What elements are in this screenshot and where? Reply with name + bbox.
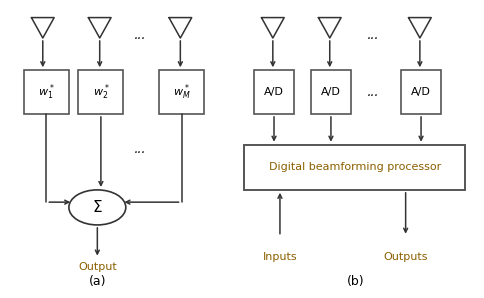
Text: Outputs: Outputs [383, 252, 428, 262]
Text: $\Sigma$: $\Sigma$ [92, 199, 103, 215]
Text: Digital beamforming processor: Digital beamforming processor [269, 162, 441, 172]
Text: A/D: A/D [321, 87, 341, 97]
FancyBboxPatch shape [401, 70, 441, 114]
Text: (a): (a) [89, 275, 106, 288]
Text: Inputs: Inputs [263, 252, 297, 262]
FancyBboxPatch shape [78, 70, 123, 114]
FancyBboxPatch shape [159, 70, 204, 114]
Text: Output: Output [78, 262, 117, 272]
Text: A/D: A/D [411, 87, 431, 97]
FancyBboxPatch shape [244, 145, 465, 190]
Circle shape [69, 190, 126, 225]
FancyBboxPatch shape [254, 70, 294, 114]
FancyBboxPatch shape [24, 70, 69, 114]
Text: $w_1^*$: $w_1^*$ [38, 82, 55, 102]
FancyBboxPatch shape [311, 70, 351, 114]
Text: ...: ... [366, 29, 378, 42]
Text: ...: ... [134, 29, 146, 42]
Text: $w_M^*$: $w_M^*$ [173, 82, 190, 102]
Text: ...: ... [134, 142, 146, 156]
Text: $w_2^*$: $w_2^*$ [92, 82, 109, 102]
Text: (b): (b) [347, 275, 364, 288]
Text: ...: ... [366, 86, 378, 99]
Text: A/D: A/D [264, 87, 284, 97]
